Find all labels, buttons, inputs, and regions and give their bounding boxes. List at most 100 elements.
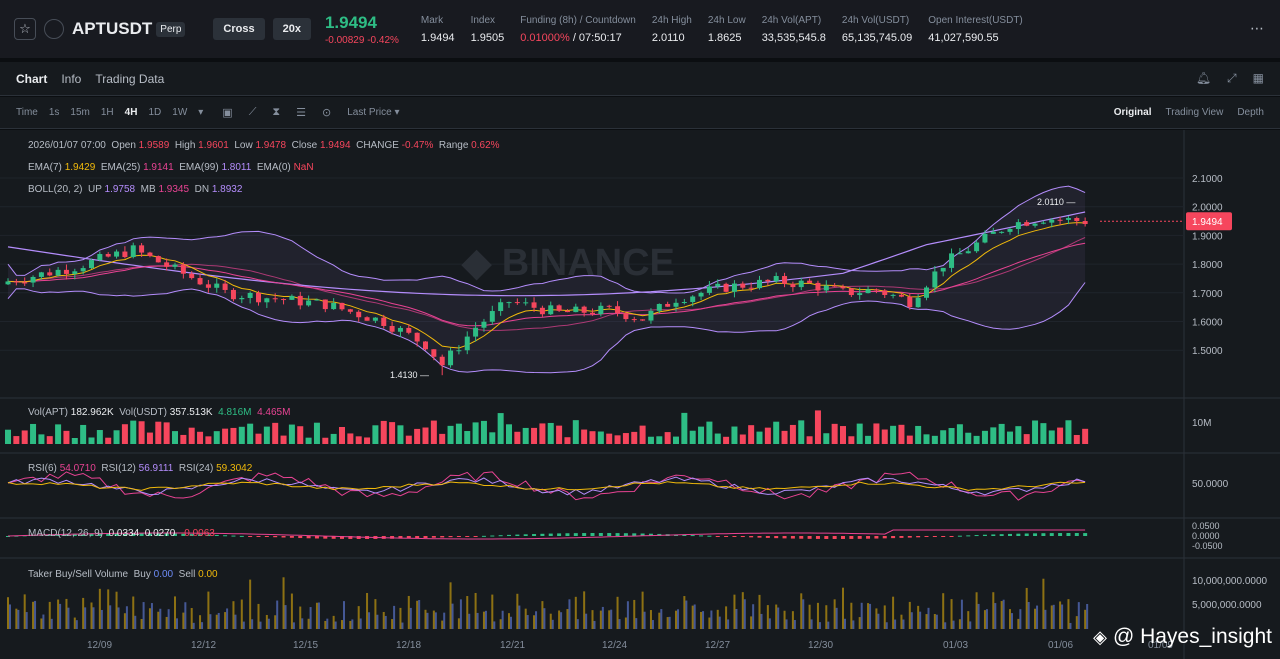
timeframe-1d[interactable]: 1D [148, 107, 162, 118]
calendar-icon[interactable]: ▣ [222, 107, 233, 119]
taker-buy-bar [376, 614, 379, 629]
view-original[interactable]: Original [1113, 107, 1152, 118]
timeframe-dropdown-icon[interactable]: ▾ [198, 107, 204, 118]
expand-icon[interactable]: ⤢ [1227, 71, 1237, 85]
macd-histogram-bar [122, 533, 127, 536]
macd-histogram-bar [849, 536, 854, 539]
candle-body [239, 297, 245, 300]
taker-sell-bar [708, 617, 711, 629]
volume-bar [547, 422, 554, 444]
chart-canvas[interactable]: 2.1000 2.0000 1.9000 1.8000 1.7000 1.6000 1.50… [0, 130, 1280, 659]
macd-histogram-bar [623, 533, 628, 536]
timeframe-1s[interactable]: 1s [48, 107, 60, 118]
volume-bar [781, 430, 788, 444]
boll-legend: BOLL(20, 2) UP 1.9758 MB 1.9345 DN 1.893… [28, 184, 243, 195]
macd-histogram-bar [89, 533, 94, 536]
taker-buy-bar [651, 620, 654, 629]
candle-body [247, 292, 253, 298]
price-tick-label: 2.0000 [1192, 203, 1223, 214]
timeframe-4h[interactable]: 4H [124, 107, 138, 118]
ticker-stat: Funding (8h) / Countdown 0.01000% / 07:50… [520, 14, 636, 44]
taker-buy-bar [242, 621, 245, 629]
settings-icon[interactable]: ☰ [296, 107, 307, 119]
volume-bar [80, 424, 87, 444]
candle-body [13, 281, 19, 283]
taker-sell-bar [307, 618, 310, 629]
macd-histogram-bar [189, 534, 194, 536]
timeframe-1w[interactable]: 1W [172, 107, 188, 118]
volume-bar [1048, 430, 1055, 444]
taker-sell-bar [716, 609, 719, 629]
macd-histogram-bar [298, 536, 303, 539]
drawing-icon[interactable]: ⊙ [322, 107, 332, 119]
taker-sell-bar [1067, 599, 1070, 629]
taker-sell-bar [23, 594, 26, 629]
taker-buy-bar [510, 616, 512, 629]
timeframe-15m[interactable]: 15m [70, 107, 90, 118]
tab-info[interactable]: Info [61, 71, 82, 86]
indicator-icon[interactable]: ⟋ [248, 106, 257, 118]
taker-sell-bar [1075, 616, 1078, 629]
volume-bar [948, 428, 955, 444]
candle-body [1057, 219, 1063, 221]
macd-histogram-bar [323, 536, 328, 539]
taker-buy-bar [919, 611, 922, 629]
bell-icon[interactable]: 🔔︎ [1195, 71, 1212, 85]
taker-sell-bar [842, 587, 844, 629]
star-icon[interactable]: ☆ [14, 18, 36, 40]
candle-body [80, 268, 86, 272]
volume-bar [890, 425, 897, 444]
taker-buy-bar [393, 605, 396, 629]
volume-bar [789, 424, 796, 444]
view-trading-view[interactable]: Trading View [1165, 107, 1224, 118]
volume-bar [489, 432, 496, 444]
taker-sell-bar [850, 602, 853, 629]
leverage-button[interactable]: 20x [272, 18, 311, 40]
taker-sell-bar [7, 597, 9, 629]
macd-histogram-bar [815, 536, 820, 539]
taker-sell-bar [599, 610, 602, 629]
taker-sell-bar [958, 619, 961, 629]
candle-body [381, 317, 387, 326]
grid-icon[interactable]: ▦ [1252, 71, 1264, 85]
taker-sell-bar [549, 613, 552, 629]
tab-trading-data[interactable]: Trading Data [95, 71, 165, 86]
view-depth[interactable]: Depth [1237, 107, 1264, 118]
symbol-name[interactable]: APTUSDT [72, 19, 153, 38]
taker-sell-bar [1034, 608, 1037, 629]
chart-area[interactable]: 2.1000 2.0000 1.9000 1.8000 1.7000 1.6000 1.50… [0, 130, 1280, 659]
taker-buy-bar [468, 613, 471, 629]
candle-body [564, 310, 570, 313]
ticker-stat: 24h High 2.0110 [651, 14, 692, 44]
taker-sell-bar [399, 607, 402, 629]
taker-buy-bar [818, 622, 821, 629]
candle-body [581, 306, 587, 313]
candle-body [439, 356, 445, 366]
candle-body [506, 302, 512, 304]
candle-type-icon[interactable]: ⧗ [272, 106, 281, 118]
macd-histogram-bar [1008, 533, 1012, 536]
timeframe-time[interactable]: Time [16, 107, 38, 118]
price-type-dropdown[interactable]: Last Price ▾ [347, 107, 400, 118]
tab-chart[interactable]: Chart [16, 71, 48, 86]
taker-buy-bar [150, 603, 153, 629]
taker-sell-bar [758, 594, 761, 629]
volume-bar [931, 435, 938, 444]
rsi12-line [7, 476, 1086, 496]
macd-histogram-bar [966, 535, 971, 537]
candle-body [990, 231, 996, 234]
timeframe-1h[interactable]: 1H [100, 107, 114, 118]
taker-buy-bar [1061, 604, 1064, 629]
volume-bar [873, 423, 880, 444]
taker-sell-bar [290, 593, 293, 629]
candle-body [681, 302, 687, 304]
margin-mode-button[interactable]: Cross [213, 18, 265, 40]
macd-histogram-bar [390, 536, 395, 539]
macd-histogram-bar [1083, 533, 1088, 536]
macd-histogram-bar [239, 535, 244, 537]
more-icon[interactable]: ⋯ [1250, 20, 1264, 36]
taker-buy-bar [593, 620, 596, 629]
taker-buy-bar [860, 602, 863, 629]
taker-buy-bar [543, 608, 546, 629]
